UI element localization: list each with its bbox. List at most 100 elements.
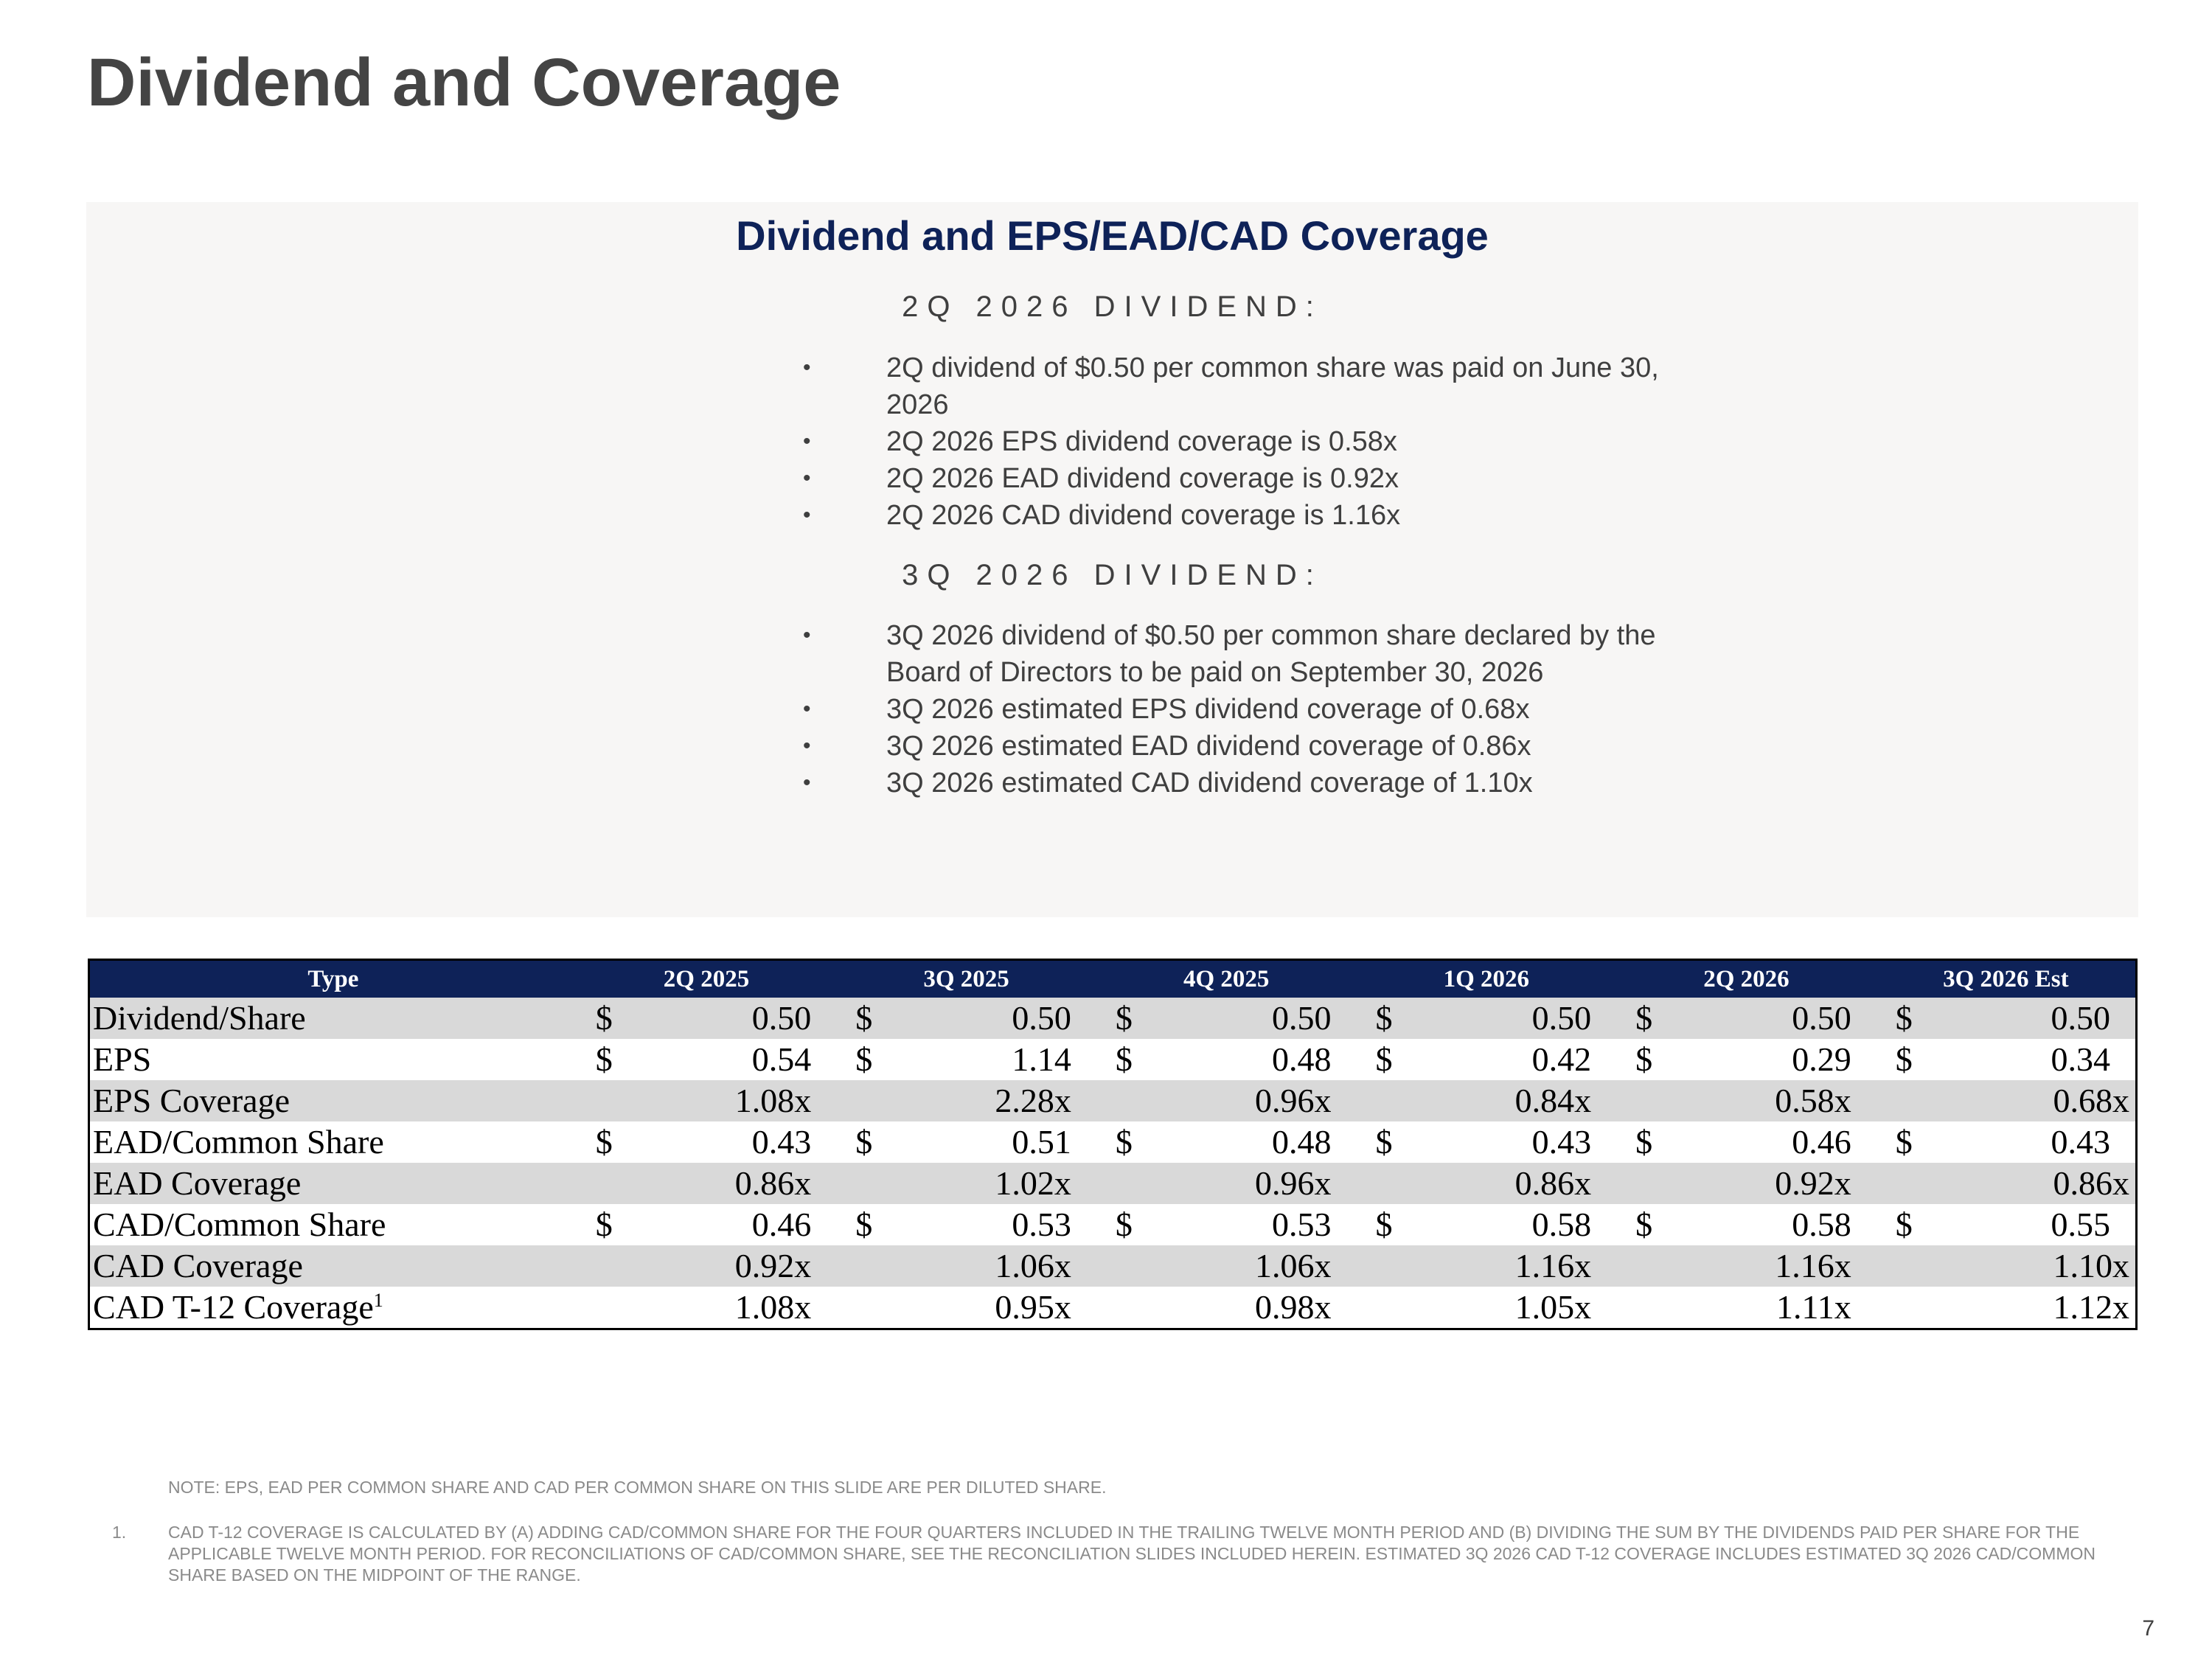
table-cell: 0.48 [1272, 1040, 1332, 1078]
table-cell: 0.92x [1680, 1163, 1877, 1204]
table-row: CAD/Common Share $0.46 $0.53 $0.53 $0.58 $0.5… [89, 1204, 2137, 1245]
row-label: EPS [93, 1040, 152, 1078]
row-label: EPS Coverage [88, 1080, 577, 1121]
panel-title: Dividend and EPS/EAD/CAD Coverage [736, 212, 1489, 259]
empty-cell [1616, 1163, 1680, 1204]
table-cell: 1.14 [1012, 1040, 1071, 1078]
footnote-marker: 1 [373, 1290, 383, 1311]
table-cell: 0.58 [1792, 1206, 1851, 1243]
table-cell: 0.55 [2051, 1206, 2111, 1243]
empty-cell [1096, 1287, 1160, 1329]
bullet-list-2q-2026: • 2Q dividend of $0.50 per common share w… [718, 349, 1677, 534]
column-header: 2Q 2025 [576, 959, 837, 998]
table-row: EPS Coverage 1.08x 2.28x 0.96x 0.84x 0.58x 0.6… [88, 1080, 2137, 1121]
bullet-icon: • [803, 466, 811, 490]
table-cell: 0.50 [900, 998, 1096, 1039]
empty-cell [836, 1245, 900, 1287]
empty-cell [836, 1163, 900, 1204]
dollar-sign: $ [1635, 1040, 1653, 1078]
dollar-sign: $ [1876, 998, 1940, 1039]
dollar-sign: $ [1375, 1123, 1393, 1161]
empty-cell [1876, 1245, 1940, 1287]
dollar-sign: $ [1616, 998, 1680, 1039]
table-cell: 1.16x [1680, 1245, 1877, 1287]
table-cell: 0.58x [1680, 1080, 1877, 1121]
row-label: CAD/Common Share [93, 1206, 386, 1243]
table-header-row: Type 2Q 2025 3Q 2025 4Q 2025 1Q 2026 2Q … [88, 959, 2137, 998]
dollar-sign: $ [855, 1206, 873, 1243]
table-cell: 1.08x [734, 1288, 812, 1326]
table-cell: 1.12x [2053, 1288, 2130, 1326]
table-row: CAD T-12 Coverage1 1.08x 0.95x 0.98x 1.05x 1.… [89, 1287, 2137, 1329]
empty-cell [1356, 1245, 1420, 1287]
table-cell: 0.68x [1939, 1080, 2137, 1121]
column-header: Type [88, 959, 577, 998]
list-item: • 3Q 2026 estimated EPS dividend coverage… [718, 691, 1677, 728]
table-cell: 2.28x [900, 1080, 1096, 1121]
dollar-sign: $ [1635, 1206, 1653, 1243]
dollar-sign: $ [1895, 1123, 1913, 1161]
table-cell: 0.50 [1939, 998, 2137, 1039]
coverage-table: Type 2Q 2025 3Q 2025 4Q 2025 1Q 2026 2Q … [88, 959, 2138, 1330]
table-cell: 0.43 [1531, 1123, 1592, 1161]
list-item: • 3Q 2026 estimated EAD dividend coverage… [718, 728, 1677, 765]
table-note: NOTE: EPS, EAD PER COMMON SHARE AND CAD … [168, 1478, 1107, 1497]
dollar-sign: $ [836, 998, 900, 1039]
column-header: 1Q 2026 [1356, 959, 1617, 998]
dollar-sign: $ [1096, 998, 1161, 1039]
bullet-list-3q-2026: • 3Q 2026 dividend of $0.50 per common sh… [718, 617, 1677, 801]
table-cell: 0.46 [1792, 1123, 1851, 1161]
empty-cell [1616, 1080, 1680, 1121]
empty-cell [836, 1080, 900, 1121]
list-item: • 3Q 2026 estimated CAD dividend coverage… [718, 765, 1677, 801]
empty-cell [1096, 1080, 1161, 1121]
dollar-sign: $ [855, 1123, 873, 1161]
list-item: • 2Q 2026 EPS dividend coverage is 0.58x [718, 423, 1677, 460]
dollar-sign: $ [595, 1040, 613, 1078]
bullet-icon: • [803, 771, 811, 795]
page-title: Dividend and Coverage [87, 45, 841, 120]
row-label: EAD Coverage [88, 1163, 577, 1204]
dollar-sign: $ [1635, 1123, 1653, 1161]
dollar-sign: $ [1375, 1040, 1393, 1078]
table-cell: 0.96x [1160, 1080, 1357, 1121]
table-cell: 1.10x [1939, 1245, 2137, 1287]
dollar-sign: $ [1356, 998, 1420, 1039]
empty-cell [1877, 1287, 1940, 1329]
bullet-icon: • [803, 429, 811, 453]
empty-cell [836, 1287, 900, 1329]
empty-cell [576, 1245, 640, 1287]
table-cell: 0.96x [1160, 1163, 1357, 1204]
table-cell: 0.84x [1419, 1080, 1617, 1121]
empty-cell [1096, 1163, 1161, 1204]
row-label: EAD/Common Share [93, 1123, 384, 1161]
bullet-icon: • [803, 623, 811, 647]
table-cell: 0.86x [1419, 1163, 1617, 1204]
table-cell: 0.42 [1531, 1040, 1592, 1078]
list-item: • 2Q dividend of $0.50 per common share w… [718, 349, 1677, 423]
table-cell: 1.16x [1419, 1245, 1617, 1287]
table-cell: 0.95x [995, 1288, 1071, 1326]
dollar-sign: $ [595, 1123, 613, 1161]
table-cell: 0.29 [1792, 1040, 1851, 1078]
section-heading-2q-2026: 2Q 2026 DIVIDEND: [902, 291, 1323, 323]
section-heading-3q-2026: 3Q 2026 DIVIDEND: [902, 559, 1323, 591]
table-cell: 0.50 [639, 998, 837, 1039]
table-cell: 0.51 [1012, 1123, 1071, 1161]
column-header: 3Q 2025 [836, 959, 1096, 998]
bullet-icon: • [803, 503, 811, 527]
table-cell: 1.06x [900, 1245, 1096, 1287]
empty-cell [1357, 1287, 1420, 1329]
table-cell: 0.86x [1939, 1163, 2137, 1204]
table-row: EPS $0.54 $1.14 $0.48 $0.42 $0.29 $0.34 [89, 1039, 2137, 1080]
empty-cell [1876, 1080, 1940, 1121]
empty-cell [576, 1080, 640, 1121]
empty-cell [1876, 1163, 1940, 1204]
table-cell: 0.92x [639, 1245, 837, 1287]
table-row: Dividend/Share $0.50 $0.50 $0.50 $0.50 $0.50 $… [88, 998, 2137, 1039]
table-cell: 0.46 [751, 1206, 812, 1243]
table-cell: 0.54 [751, 1040, 812, 1078]
footnote: 1. CAD T-12 COVERAGE IS CALCULATED BY (A… [112, 1522, 2132, 1586]
table-cell: 0.43 [2051, 1123, 2111, 1161]
table-row: EAD Coverage 0.86x 1.02x 0.96x 0.86x 0.92x 0.8… [88, 1163, 2137, 1204]
